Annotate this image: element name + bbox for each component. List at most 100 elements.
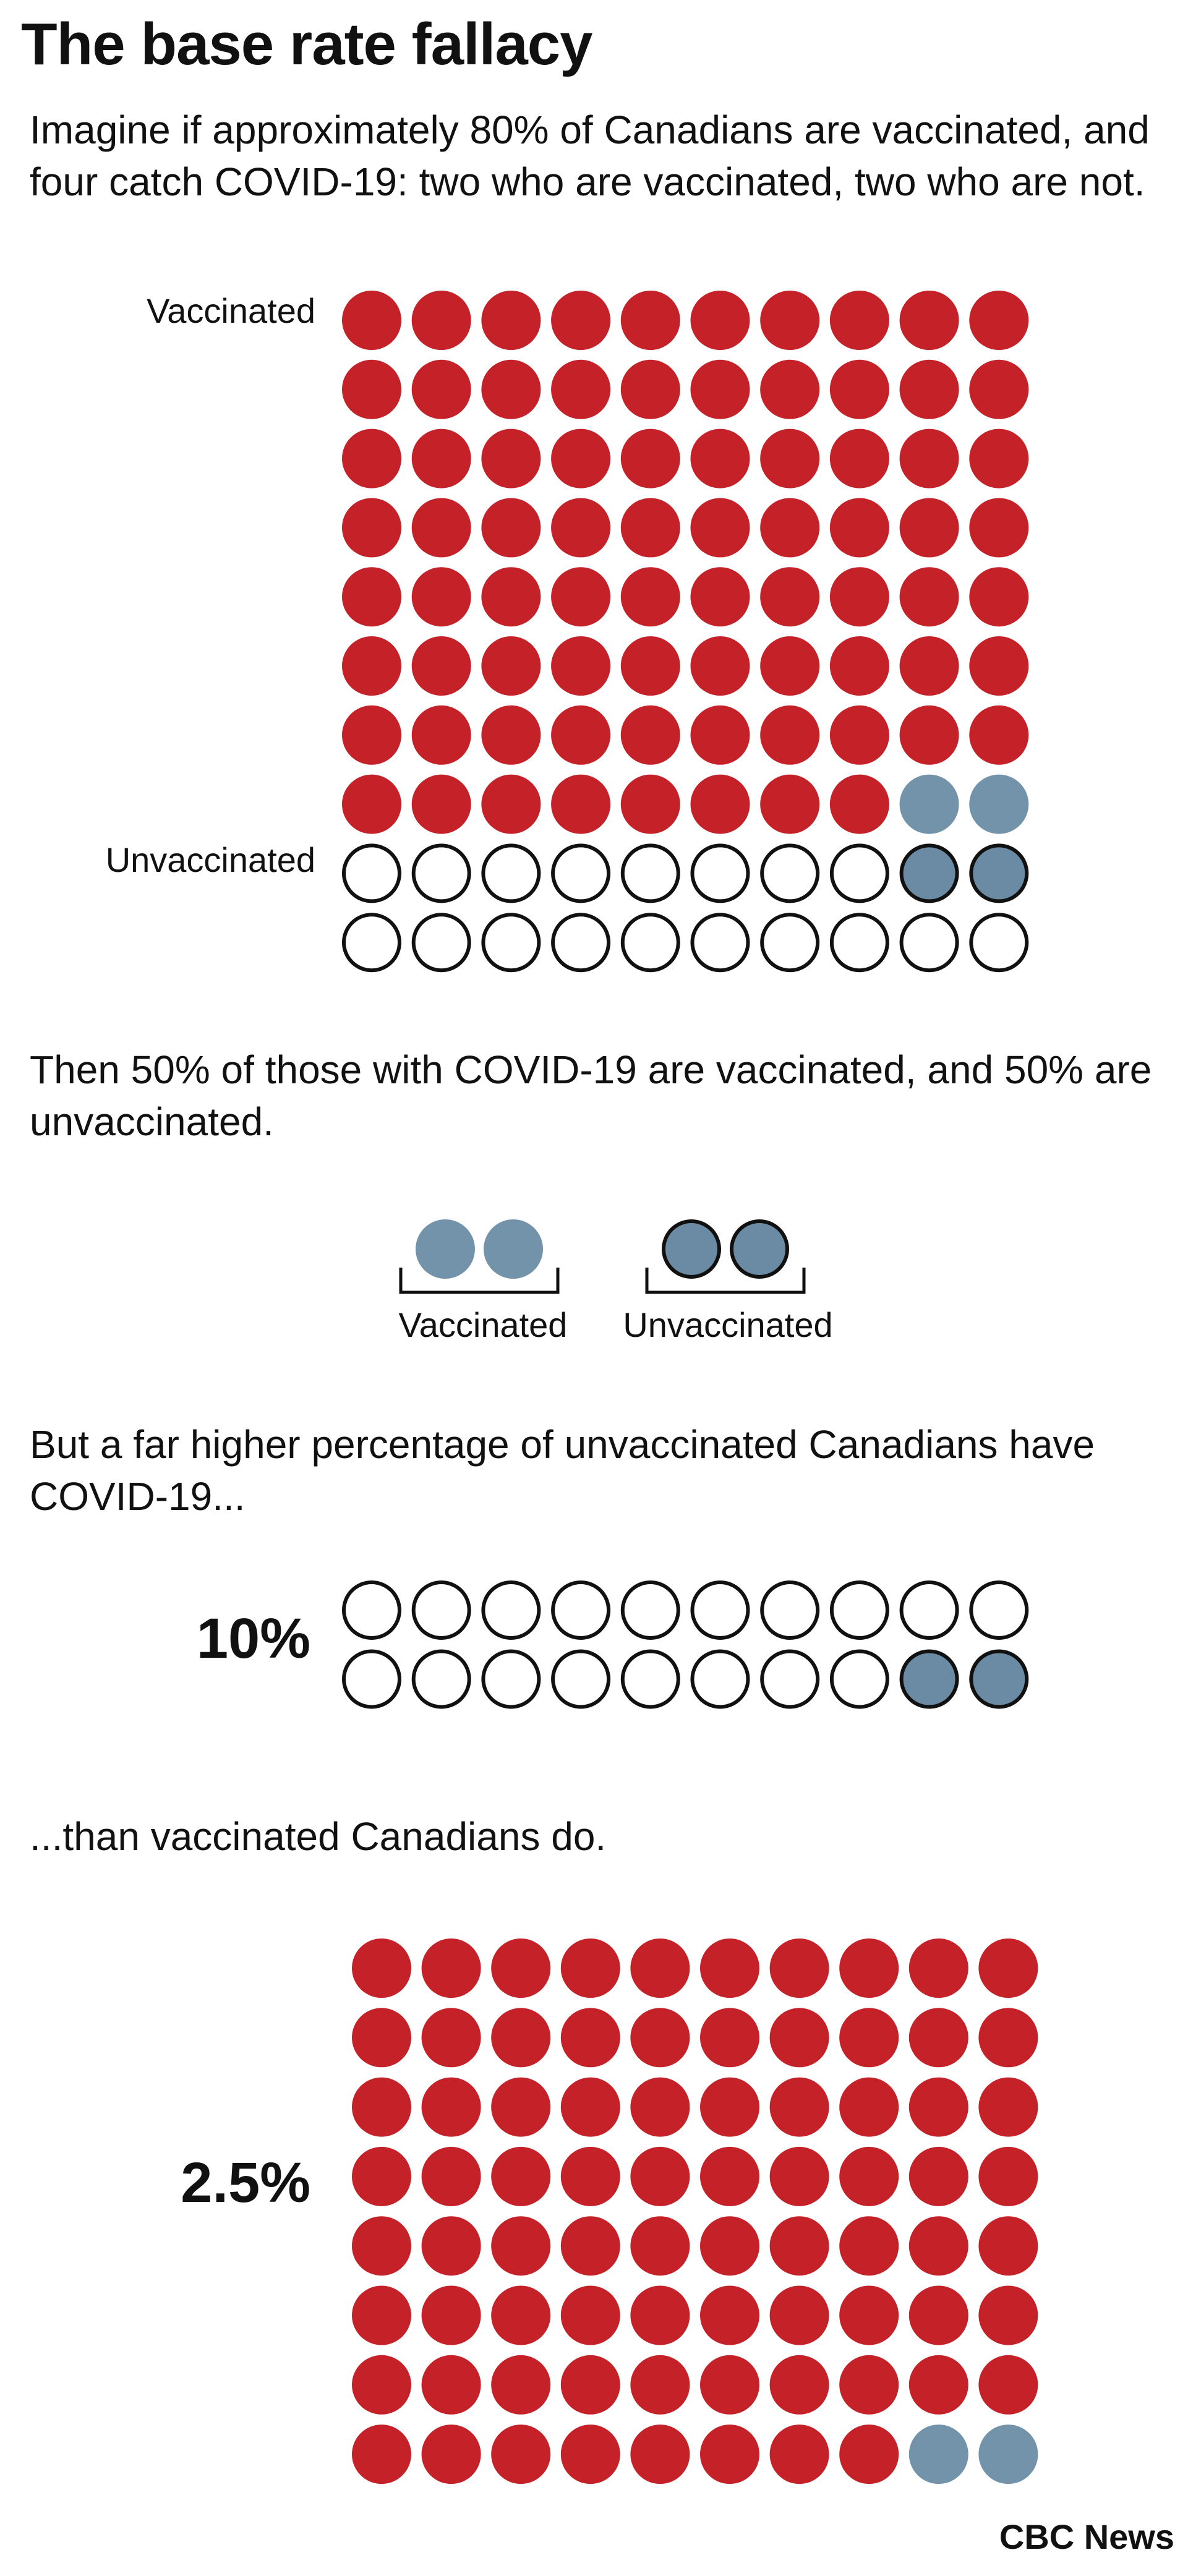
vaccinated-dot	[411, 291, 471, 350]
unvaccinated-dot	[829, 843, 889, 903]
unvaccinated-dot	[411, 843, 471, 903]
vaccinated-dot	[421, 2008, 481, 2068]
vaccinated-dot	[620, 291, 680, 350]
vaccinated-dot	[839, 1938, 899, 1998]
vaccinated-dot	[829, 359, 889, 419]
vaccinated-dot	[411, 705, 471, 765]
vaccinated-dot	[551, 636, 611, 696]
vaccinated-dot	[551, 567, 611, 627]
vaccinated-dot	[829, 636, 889, 696]
vaccinated-bracket	[399, 1268, 560, 1294]
split-unvaccinated-label: Unvaccinated	[623, 1305, 833, 1344]
vaccinated-dot	[969, 291, 1029, 350]
vaccinated-dot	[899, 291, 959, 350]
vaccinated-dot	[421, 2355, 481, 2415]
split-vaccinated-dot	[416, 1219, 475, 1279]
unvaccinated-dot	[620, 1580, 680, 1640]
vaccinated-dot	[908, 2285, 968, 2345]
vaccinated-dot	[769, 2425, 829, 2484]
vaccinated-dot	[352, 2077, 411, 2137]
unvaccinated-dot	[760, 913, 820, 973]
vaccinated-dot	[899, 429, 959, 488]
vaccinated-dot	[908, 2077, 968, 2137]
unvaccinated-dot	[829, 1580, 889, 1640]
vaccinated-dot	[760, 774, 820, 834]
split-vaccinated-dot	[484, 1219, 543, 1279]
vaccinated-dot	[969, 429, 1029, 488]
vaccinated-dot	[760, 498, 820, 558]
unvaccinated-dot	[481, 913, 541, 973]
unvaccinated-percent-label: 10%	[196, 1607, 310, 1670]
vaccinated-dot	[411, 774, 471, 834]
vaccinated-dot	[908, 2008, 968, 2068]
vaccinated-dot	[760, 636, 820, 696]
vaccinated-dot	[491, 2077, 551, 2137]
unvaccinated-dot	[620, 1649, 680, 1709]
vaccinated-dot	[491, 2285, 551, 2345]
vaccinated-dot	[908, 2216, 968, 2276]
vaccinated-dot	[481, 498, 541, 558]
vaccinated-dot	[839, 2355, 899, 2415]
split-vaccinated-label: Vaccinated	[398, 1305, 568, 1344]
unvaccinated-dot	[969, 1580, 1029, 1640]
unvaccinated-dot	[690, 913, 750, 973]
vaccinated-dot	[630, 2216, 690, 2276]
unvaccinated-dot	[760, 1649, 820, 1709]
vaccinated-dot	[829, 429, 889, 488]
vaccinated-dot	[352, 2355, 411, 2415]
vaccinated-dot	[560, 2216, 620, 2276]
unvaccinated-dot	[411, 1580, 471, 1640]
vaccinated-dot	[829, 567, 889, 627]
vaccinated-dot	[352, 2008, 411, 2068]
unvaccinated-dot	[551, 913, 611, 973]
intro-text: Imagine if approximately 80% of Canadian…	[30, 108, 1150, 204]
vaccinated-text: ...than vaccinated Canadians do.	[30, 1814, 607, 1859]
vaccinated-dot	[908, 2355, 968, 2415]
unvaccinated-dot	[690, 1649, 750, 1709]
unvaccinated-dot	[690, 1580, 750, 1640]
unvaccinated-dot	[551, 1580, 611, 1640]
page-title: The base rate fallacy	[21, 11, 592, 77]
vaccinated-dot	[760, 567, 820, 627]
vaccinated-dot	[342, 567, 401, 627]
vaccinated-dot	[491, 2008, 551, 2068]
vaccinated-dot	[411, 498, 471, 558]
vaccinated-dot	[342, 705, 401, 765]
split-unvaccinated-dot	[662, 1219, 721, 1279]
unvaccinated-covid-dot	[969, 843, 1029, 903]
vaccinated-dot	[760, 705, 820, 765]
vaccinated-dot	[342, 359, 401, 419]
unvaccinated-dot	[620, 913, 680, 973]
unvaccinated-dot	[551, 1649, 611, 1709]
vaccinated-dot	[352, 2425, 411, 2484]
vaccinated-dot	[342, 429, 401, 488]
vaccinated-dot	[760, 359, 820, 419]
unvaccinated-dot	[481, 1649, 541, 1709]
vaccinated-dot	[620, 429, 680, 488]
vaccinated-dot	[630, 2355, 690, 2415]
vaccinated-dot	[411, 429, 471, 488]
vaccinated-dot	[481, 359, 541, 419]
vaccinated-dot	[620, 567, 680, 627]
unvaccinated-dot	[969, 913, 1029, 973]
vaccinated-dot	[560, 2008, 620, 2068]
vaccinated-row-label: Vaccinated	[147, 291, 315, 330]
vaccinated-dot	[560, 2355, 620, 2415]
split-text: Then 50% of those with COVID-19 are vacc…	[30, 1047, 1152, 1144]
vaccinated-dot	[551, 498, 611, 558]
vaccinated-dot	[700, 2146, 759, 2206]
vaccinated-dot	[491, 2146, 551, 2206]
vaccinated-dot	[978, 2216, 1038, 2276]
vaccinated-dot	[760, 429, 820, 488]
vaccinated-dot	[769, 2285, 829, 2345]
vaccinated-dot	[839, 2008, 899, 2068]
vaccinated-dot	[551, 429, 611, 488]
vaccinated-dot	[969, 498, 1029, 558]
credit-label: CBC News	[999, 2517, 1174, 2556]
vaccinated-dot	[769, 1938, 829, 1998]
vaccinated-dot	[829, 498, 889, 558]
vaccinated-dot	[491, 2355, 551, 2415]
vaccinated-dot	[978, 2355, 1038, 2415]
vaccinated-dot	[839, 2216, 899, 2276]
